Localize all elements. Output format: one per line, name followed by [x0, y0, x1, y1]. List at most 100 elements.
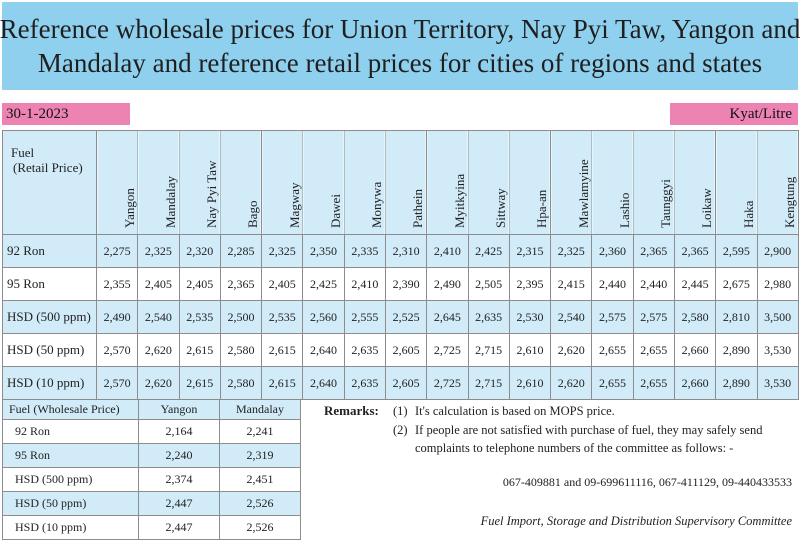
- fuel-type-cell: 92 Ron: [2, 419, 139, 444]
- price-cell: 2,660: [673, 333, 717, 367]
- price-cell: 2,620: [137, 333, 180, 367]
- price-cell: 2,575: [591, 300, 634, 334]
- city-header-sittway: Sittway: [468, 130, 510, 235]
- fuel-type-cell: HSD (500 ppm): [2, 300, 97, 334]
- price-cell: 2,374: [138, 467, 220, 492]
- price-cell: 2,725: [426, 366, 469, 400]
- retail-price-table: Fuel (Retail Price) Yangon Mandalay Nay Pyi …: [2, 130, 799, 400]
- price-cell: 2,890: [715, 366, 758, 400]
- price-cell: 2,655: [632, 333, 675, 367]
- price-cell: 2,620: [550, 366, 593, 400]
- wholesale-price-table: Fuel (Wholesale Price) Yangon Mandalay 9…: [2, 399, 301, 540]
- price-cell: 2,365: [673, 234, 717, 268]
- city-header-dawei: Dawei: [302, 130, 345, 235]
- price-cell: 2,164: [138, 419, 220, 444]
- price-cell: 2,490: [95, 300, 139, 334]
- price-cell: 2,560: [302, 300, 345, 334]
- fuel-type-cell: 95 Ron: [2, 267, 97, 301]
- table-row: HSD (10 ppm) 2,570 2,620 2,615 2,580 2,615 2,6…: [2, 366, 799, 400]
- city-header-loikaw: Loikaw: [674, 130, 716, 235]
- price-cell: 2,570: [95, 366, 139, 400]
- price-cell: 2,425: [302, 267, 345, 301]
- wholesale-mandalay-header: Mandalay: [219, 399, 301, 420]
- price-cell: 2,610: [508, 366, 552, 400]
- table-row: HSD (500 ppm) 2,374 2,451: [2, 467, 301, 492]
- price-cell: 2,635: [467, 300, 510, 334]
- price-cell: 2,365: [219, 267, 263, 301]
- table-row: 95 Ron 2,355 2,405 2,405 2,365 2,405 2,425 2,41…: [2, 267, 799, 301]
- price-cell: 2,620: [550, 333, 593, 367]
- price-cell: 2,425: [467, 234, 510, 268]
- price-cell: 2,890: [715, 333, 758, 367]
- remark-number: (2): [393, 423, 408, 437]
- price-cell: 2,640: [302, 333, 345, 367]
- price-cell: 2,575: [632, 300, 675, 334]
- price-cell: 2,241: [219, 419, 301, 444]
- fuel-type-cell: HSD (50 ppm): [2, 491, 139, 516]
- price-cell: 2,526: [219, 491, 301, 516]
- remark-text: If people are not satisfied with purchas…: [415, 423, 763, 455]
- city-header-lashio: Lashio: [591, 130, 634, 235]
- price-cell: 3,500: [756, 300, 799, 334]
- price-cell: 2,530: [508, 300, 552, 334]
- price-cell: 2,410: [343, 267, 386, 301]
- price-cell: 2,645: [426, 300, 469, 334]
- price-cell: 2,615: [261, 366, 304, 400]
- price-cell: 2,980: [756, 267, 799, 301]
- table-row: HSD (50 ppm) 2,570 2,620 2,615 2,580 2,615 2,6…: [2, 333, 799, 367]
- price-cell: 2,447: [138, 515, 220, 540]
- price-cell: 3,530: [756, 366, 799, 400]
- price-cell: 2,580: [219, 366, 263, 400]
- price-cell: 2,595: [715, 234, 758, 268]
- price-cell: 2,447: [138, 491, 220, 516]
- price-cell: 2,715: [467, 333, 510, 367]
- city-header-bago: Bago: [220, 130, 262, 235]
- unit-label: Kyat/Litre: [670, 103, 798, 125]
- city-header-mawlamyine: Mawlamyine: [550, 130, 592, 235]
- table-row: HSD (50 ppm) 2,447 2,526: [2, 491, 301, 516]
- price-cell: 2,500: [219, 300, 263, 334]
- retail-fuel-header-line: Fuel: [11, 145, 35, 160]
- price-cell: 2,810: [715, 300, 758, 334]
- table-row: HSD (500 ppm) 2,490 2,540 2,535 2,500 2,535 2,…: [2, 300, 799, 334]
- price-cell: 2,395: [508, 267, 552, 301]
- price-cell: 2,490: [426, 267, 469, 301]
- city-header-nay-pyi-taw: Nay Pyi Taw: [179, 130, 221, 235]
- price-cell: 2,440: [591, 267, 634, 301]
- price-cell: 2,570: [95, 333, 139, 367]
- city-header-kengtung: Kengtung: [757, 130, 799, 235]
- price-cell: 2,540: [550, 300, 593, 334]
- city-header-pathein: Pathein: [385, 130, 427, 235]
- fuel-type-cell: HSD (10 ppm): [2, 366, 97, 400]
- price-cell: 2,635: [343, 366, 386, 400]
- table-row: 92 Ron 2,164 2,241: [2, 419, 301, 444]
- price-cell: 2,526: [219, 515, 301, 540]
- price-cell: 2,540: [137, 300, 180, 334]
- city-header-hpa-an: Hpa-an: [509, 130, 551, 235]
- price-cell: 2,660: [673, 366, 717, 400]
- city-header-magway: Magway: [261, 130, 303, 235]
- city-header-yangon: Yangon: [96, 130, 138, 235]
- title-line-2: Mandalay and reference retail prices for…: [37, 48, 763, 78]
- fuel-type-cell: 92 Ron: [2, 234, 97, 268]
- retail-fuel-header: Fuel (Retail Price): [2, 130, 97, 235]
- page-title-banner: Reference wholesale prices for Union Ter…: [0, 2, 800, 90]
- title-line-1: Reference wholesale prices for Union Ter…: [0, 14, 800, 44]
- price-cell: 2,580: [219, 333, 263, 367]
- fuel-type-cell: HSD (10 ppm): [2, 515, 139, 540]
- price-cell: 2,320: [178, 234, 221, 268]
- remark-item-2: (2) If people are not satisfied with purc…: [393, 421, 798, 457]
- price-cell: 2,325: [137, 234, 180, 268]
- price-cell: 2,535: [261, 300, 304, 334]
- price-cell: 2,360: [591, 234, 634, 268]
- price-cell: 3,530: [756, 333, 799, 367]
- price-cell: 2,390: [384, 267, 428, 301]
- city-header-haka: Haka: [715, 130, 757, 235]
- city-header-mandalay: Mandalay: [137, 130, 180, 235]
- price-cell: 2,319: [219, 443, 301, 468]
- retail-fuel-header-line: (Retail Price): [13, 160, 83, 175]
- city-header-taunggyi: Taunggyi: [633, 130, 675, 235]
- price-cell: 2,415: [550, 267, 593, 301]
- price-cell: 2,900: [756, 234, 799, 268]
- table-row: HSD (10 ppm) 2,447 2,526: [2, 515, 301, 540]
